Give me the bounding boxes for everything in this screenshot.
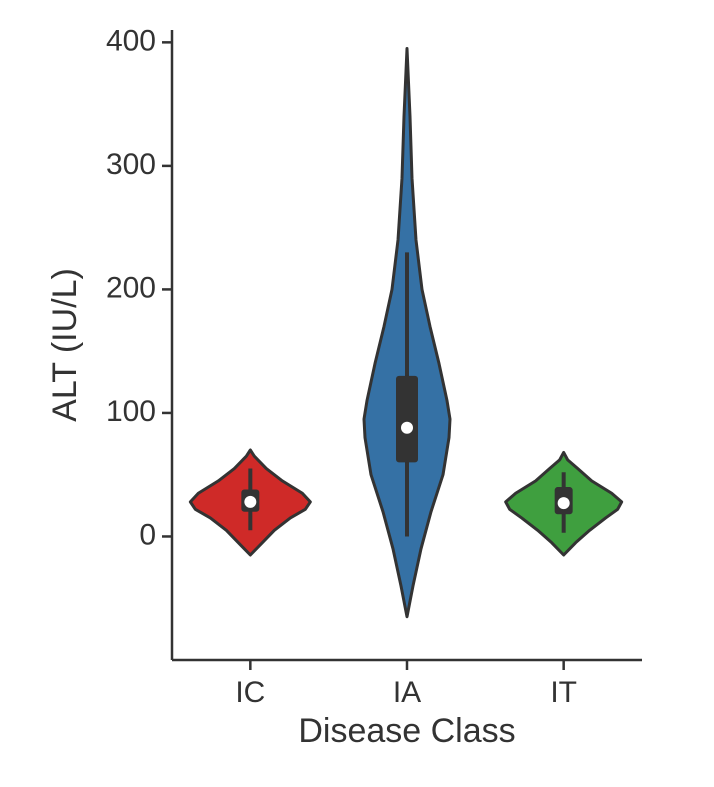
chart-background bbox=[0, 0, 714, 787]
violin-chart: 0 100 200 300 400 IC IA IT ALT (IU/L) Disease Cla… bbox=[0, 0, 714, 787]
x-tick-label: IT bbox=[550, 676, 577, 709]
y-tick-label: 300 bbox=[106, 148, 156, 181]
y-tick-label: 100 bbox=[106, 395, 156, 428]
chart-svg: 0 100 200 300 400 IC IA IT ALT (IU/L) Disease Cla… bbox=[0, 0, 714, 787]
box-IA bbox=[396, 376, 418, 462]
y-axis-label: ALT (IU/L) bbox=[46, 268, 84, 422]
median-IA bbox=[401, 422, 413, 434]
y-tick-label: 400 bbox=[106, 24, 156, 57]
y-tick-label: 0 bbox=[139, 518, 156, 551]
x-axis-label: Disease Class bbox=[298, 712, 515, 750]
median-IT bbox=[558, 497, 570, 509]
y-tick-label: 200 bbox=[106, 271, 156, 304]
x-tick-label: IA bbox=[393, 676, 421, 709]
x-tick-label: IC bbox=[235, 676, 265, 709]
median-IC bbox=[244, 496, 256, 508]
